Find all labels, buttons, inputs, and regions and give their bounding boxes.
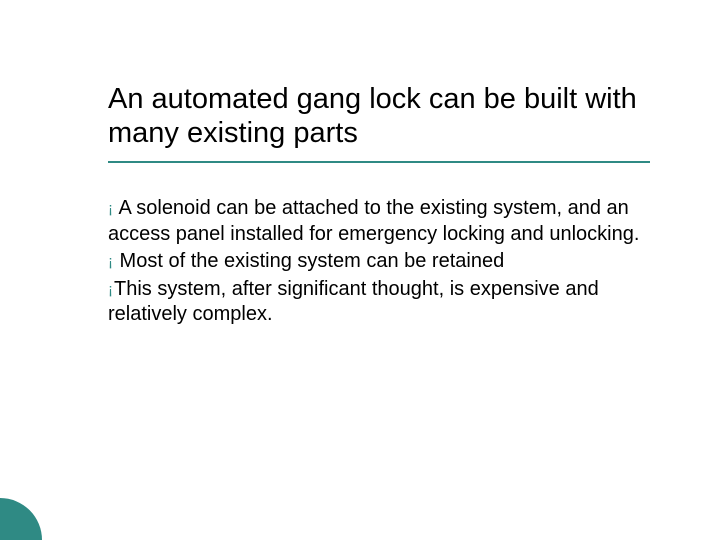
corner-accent-circle — [0, 498, 42, 540]
body-block: ¡ A solenoid can be attached to the exis… — [108, 196, 640, 330]
bullet-item: ¡ Most of the existing system can be ret… — [108, 249, 640, 275]
title-underline — [108, 161, 650, 163]
slide-title: An automated gang lock can be built with… — [108, 82, 650, 150]
bullet-text: Most of the existing system can be retai… — [114, 250, 504, 272]
bullet-text: A solenoid can be attached to the existi… — [108, 197, 639, 245]
bullet-text: This system, after significant thought, … — [108, 278, 599, 326]
slide: An automated gang lock can be built with… — [0, 0, 720, 540]
bullet-item: ¡ A solenoid can be attached to the exis… — [108, 196, 640, 247]
title-block: An automated gang lock can be built with… — [108, 82, 650, 150]
bullet-item: ¡This system, after significant thought,… — [108, 277, 640, 328]
